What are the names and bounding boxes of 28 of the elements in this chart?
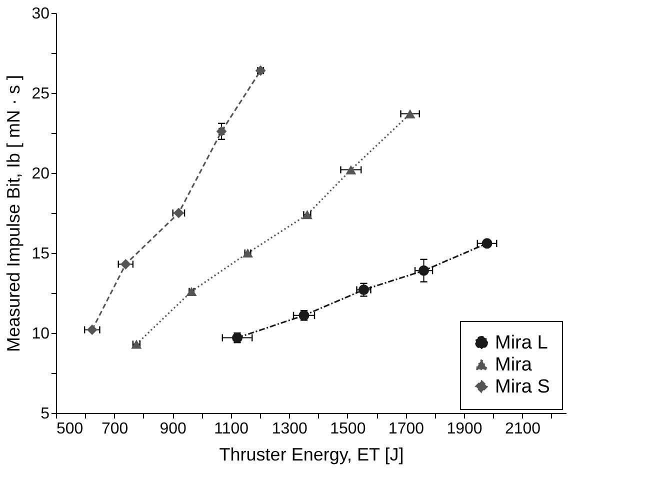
y-tick-label: 15	[32, 246, 50, 262]
y-axis-title: Measured Impulse Bit, Ib [ mN · s ]	[4, 74, 24, 352]
point	[404, 109, 416, 118]
point	[482, 238, 492, 249]
point	[86, 324, 98, 336]
x-tick-label: 1300	[272, 420, 308, 438]
x-tick-label: 900	[160, 420, 187, 438]
legend-label: Mira L	[495, 332, 548, 354]
y-tick-label: 25	[32, 86, 50, 102]
point	[418, 265, 430, 276]
y-tick-label: 5	[40, 406, 50, 422]
point	[120, 258, 131, 270]
y-tick-label: 10	[32, 326, 50, 342]
x-tick-label: 1100	[214, 420, 249, 438]
y-tick-label: 20	[32, 166, 50, 182]
point	[216, 126, 227, 137]
x-tick-label: 1700	[388, 420, 424, 438]
point	[186, 286, 197, 296]
y-tick-label: 30	[32, 6, 50, 22]
legend-label: Mira S	[495, 376, 550, 398]
x-tick-label: 500	[56, 420, 84, 438]
x-axis-title: Thruster Energy, ET [J]	[219, 444, 404, 464]
x-tick-label: 1500	[330, 420, 366, 438]
point	[346, 165, 356, 174]
x-tick-label: 700	[101, 420, 128, 438]
x-tick-label: 2100	[504, 420, 541, 438]
legend-label: Mira	[495, 354, 532, 376]
x-tick-label: 1900	[446, 420, 482, 438]
